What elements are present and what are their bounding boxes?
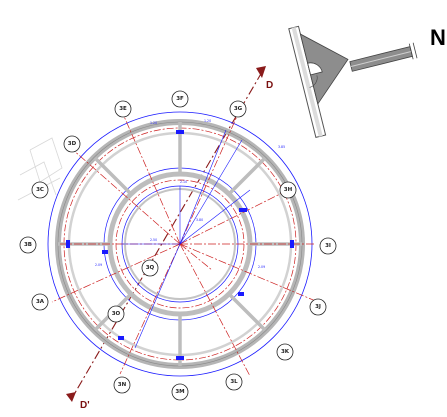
grid-bubble-label: 3K	[281, 349, 290, 355]
svg-text:3.85: 3.85	[278, 145, 285, 149]
grid-bubble: 3D	[63, 135, 81, 153]
section-line: D D'	[66, 66, 273, 411]
svg-text:3.80: 3.80	[196, 218, 203, 222]
grid-bubble-label: 3J	[315, 304, 321, 310]
grid-bubble-label: 3Q	[146, 265, 155, 271]
grid-bubble: 3Q	[141, 259, 159, 277]
grid-bubble-label: 3O	[112, 311, 121, 317]
svg-text:2.09: 2.09	[258, 265, 265, 269]
grid-bubble: 3L	[225, 373, 243, 391]
svg-text:1.20: 1.20	[150, 121, 157, 125]
section-label-top: D	[266, 80, 273, 91]
grid-bubble-label: 3G	[234, 106, 243, 112]
grid-bubble: 3F	[171, 90, 189, 108]
grid-bubble: 3H	[279, 181, 297, 199]
grid-bubble: 3E	[114, 100, 132, 118]
grid-bubble: 3G	[229, 100, 247, 118]
svg-text:2.09: 2.09	[95, 263, 102, 267]
svg-text:1.20: 1.20	[204, 119, 211, 123]
grid-bubble-label: 3F	[176, 96, 184, 102]
grid-bubble-label: 3M	[175, 389, 184, 395]
grid-bubble-label: 3B	[24, 242, 32, 248]
grid-bubble-label: 3H	[284, 187, 293, 193]
grid-bubble: 3N	[113, 376, 131, 394]
grid-bubble-label: 3N	[118, 382, 127, 388]
grid-bubble-label: 3A	[36, 299, 45, 305]
grid-bubble: 3B	[19, 236, 37, 254]
dimension-annotations: 2.50 3.80 3.85 1.20 1.20 2.09 2.09 2.10	[95, 119, 285, 269]
north-arrow-block: N	[288, 25, 446, 139]
grid-bubble: 3A	[31, 293, 49, 311]
section-label-bottom: D'	[80, 400, 90, 411]
grid-bubble: 3J	[309, 298, 327, 316]
grid-bubble: 3I	[319, 237, 337, 255]
grid-bubble: 3O	[107, 305, 125, 323]
north-arrow-label: N	[430, 25, 446, 50]
grid-bubble-label: 3I	[325, 243, 331, 249]
grid-bubbles: 3E 3F 3G 3D 3H 3C 3I 3B	[19, 90, 337, 401]
circular-plan: 2.50 3.80 3.85 1.20 1.20 2.09 2.09 2.10	[47, 111, 319, 377]
grid-bubble-label: 3E	[119, 106, 127, 112]
svg-text:2.10: 2.10	[180, 180, 187, 184]
grid-bubble-label: 3D	[68, 141, 77, 147]
grid-bubble: 3M	[171, 383, 189, 401]
grid-bubble-label: 3C	[36, 187, 44, 193]
svg-text:2.50: 2.50	[150, 238, 157, 242]
grid-bubble-label: 3L	[230, 379, 238, 385]
grid-bubble: 3K	[276, 343, 294, 361]
grid-bubble: 3C	[31, 181, 49, 199]
